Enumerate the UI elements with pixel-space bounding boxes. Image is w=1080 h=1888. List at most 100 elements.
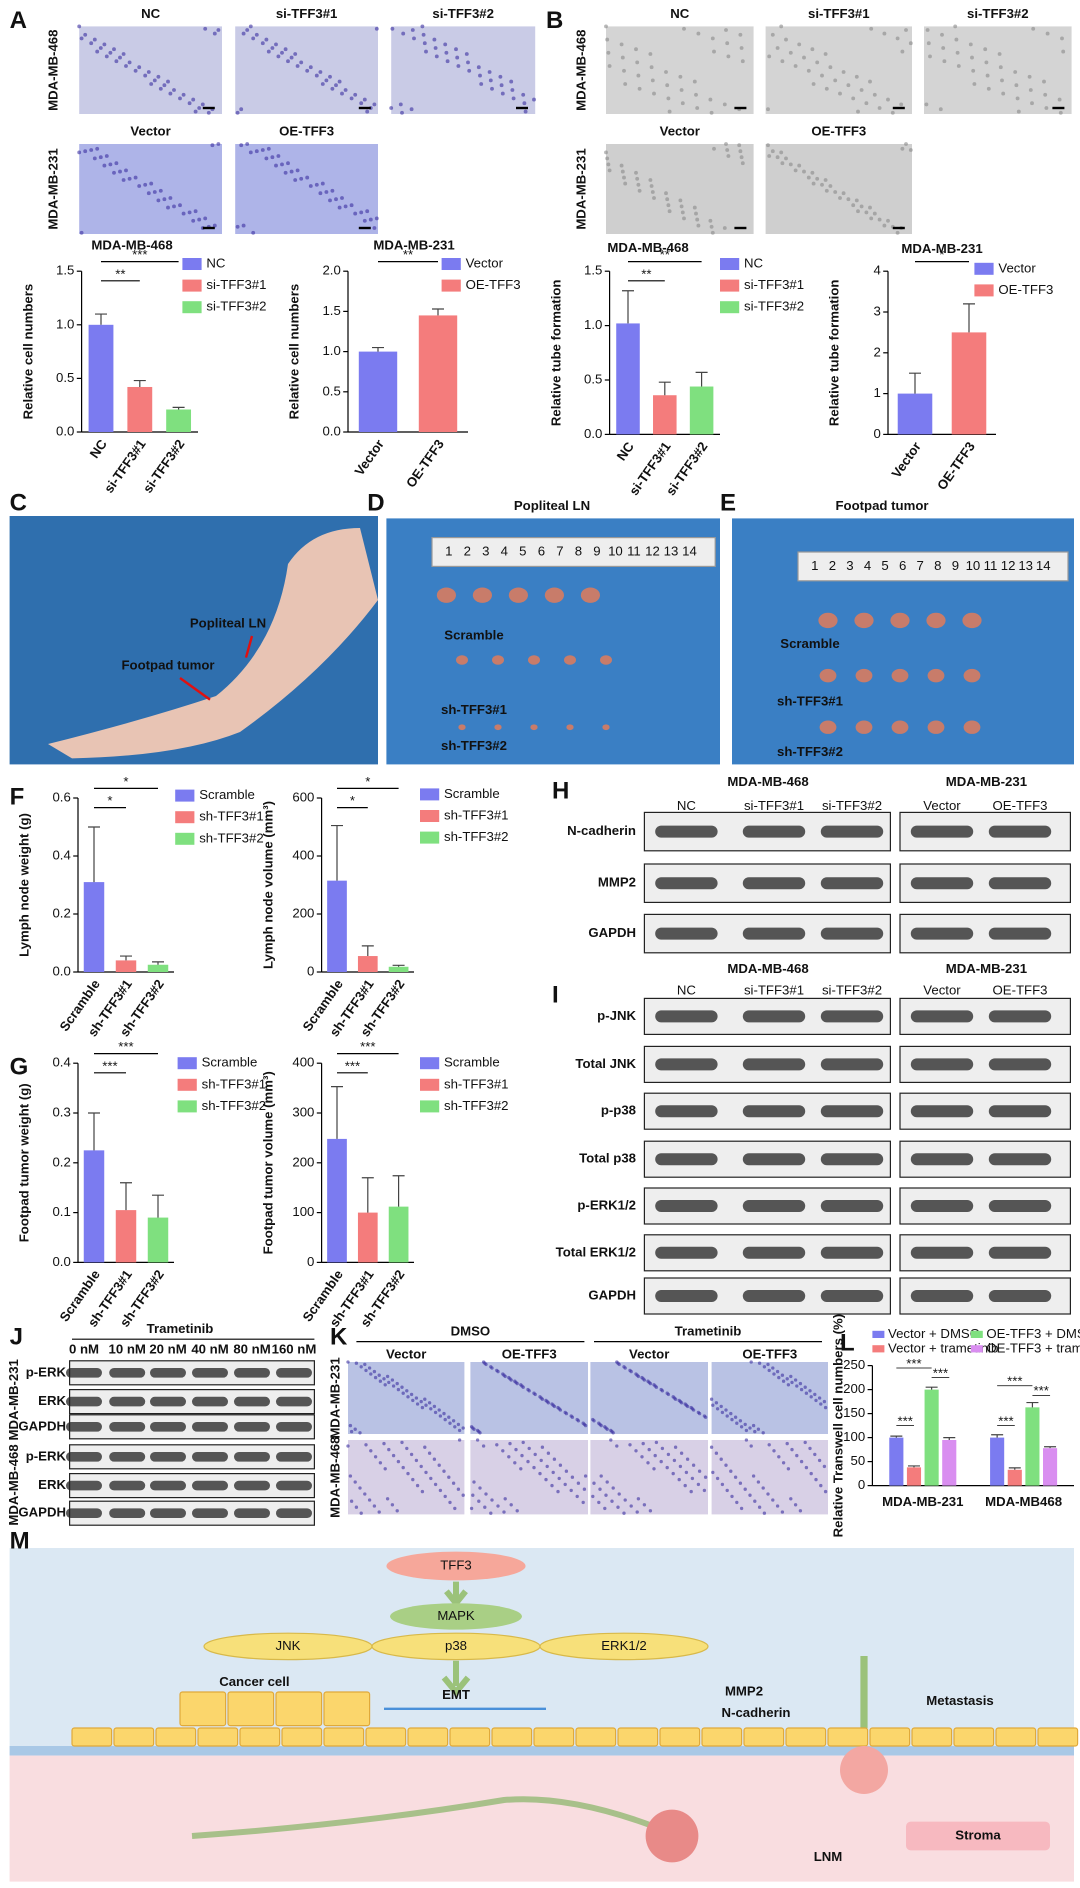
texture <box>985 73 990 78</box>
texture <box>724 1408 728 1412</box>
significance-label: * <box>107 793 112 808</box>
texture <box>710 36 715 41</box>
band <box>655 927 718 940</box>
texture <box>203 216 208 221</box>
texture <box>809 1471 813 1476</box>
row-label: sh-TFF3#1 <box>441 702 507 717</box>
texture <box>118 169 122 174</box>
texture <box>772 1449 776 1453</box>
texture <box>489 1511 493 1515</box>
texture <box>679 1401 684 1405</box>
panel-letter: C <box>10 489 27 516</box>
legend-swatch <box>420 810 440 823</box>
y-axis-label: Footpad tumor weight (g) <box>17 1083 32 1242</box>
lane-label: 20 nM <box>149 1341 186 1356</box>
texture <box>434 54 439 59</box>
texture <box>390 1378 395 1382</box>
band <box>276 1452 312 1462</box>
texture <box>940 32 944 37</box>
texture <box>725 148 730 152</box>
significance-label: *** <box>906 1356 921 1371</box>
texture <box>385 1497 390 1501</box>
y-tick-label: 0.5 <box>56 370 74 385</box>
texture <box>733 1415 738 1419</box>
x-tick-label: NC <box>87 436 110 461</box>
band <box>150 1368 186 1378</box>
texture <box>733 1475 738 1479</box>
panel-letter: G <box>10 1053 29 1080</box>
arrow <box>179 677 211 701</box>
legend-swatch <box>177 1057 197 1070</box>
texture <box>359 101 364 106</box>
texture <box>660 1389 665 1393</box>
scale-bar <box>202 226 215 230</box>
specimen <box>890 612 910 629</box>
texture <box>538 1471 542 1476</box>
band <box>988 877 1052 890</box>
texture <box>149 181 154 186</box>
specimen <box>544 587 564 603</box>
texture <box>637 86 642 91</box>
bar <box>689 386 714 435</box>
texture <box>398 102 403 107</box>
texture <box>647 1447 651 1452</box>
cell <box>113 1727 155 1747</box>
texture <box>369 1372 373 1376</box>
texture <box>622 68 626 73</box>
texture <box>823 1489 828 1494</box>
texture <box>711 1403 715 1407</box>
texture <box>780 59 785 64</box>
texture <box>373 1375 378 1380</box>
texture <box>1060 36 1064 41</box>
y-axis-label: Relative cell numbers <box>20 284 35 420</box>
texture <box>785 1377 789 1381</box>
texture <box>308 184 313 188</box>
band <box>192 1508 228 1519</box>
legend-swatch <box>420 831 440 844</box>
blot-row-label: GAPDH <box>588 925 636 940</box>
texture <box>245 28 250 32</box>
scale-bar <box>202 106 215 110</box>
texture <box>599 1423 603 1428</box>
x-tick-label: OE-TFF3 <box>403 437 447 491</box>
texture <box>320 181 325 186</box>
specimen <box>530 724 538 731</box>
texture <box>696 31 701 36</box>
texture <box>722 102 727 107</box>
texture <box>1028 88 1033 92</box>
texture <box>781 1461 786 1465</box>
texture <box>702 1488 707 1493</box>
column-label: OE-TFF3 <box>742 1346 797 1361</box>
band <box>820 1290 884 1303</box>
texture <box>761 1431 765 1435</box>
texture <box>432 1404 437 1409</box>
texture <box>828 65 833 70</box>
texture <box>775 1369 780 1374</box>
texture <box>785 1441 789 1446</box>
texture <box>523 109 528 114</box>
texture <box>941 46 946 50</box>
bar <box>115 960 137 973</box>
texture <box>374 26 379 31</box>
texture <box>158 188 163 193</box>
texture <box>507 1455 511 1459</box>
texture <box>235 224 240 229</box>
chart-title: MDA-MB-468 <box>91 237 172 252</box>
specimen <box>566 724 574 731</box>
texture <box>767 54 772 59</box>
ruler-number: 12 <box>1001 558 1016 573</box>
texture <box>623 1498 627 1502</box>
texture <box>738 1419 743 1423</box>
texture <box>895 230 900 235</box>
texture <box>679 204 684 209</box>
texture <box>472 1427 476 1431</box>
texture <box>438 1488 443 1493</box>
texture <box>859 88 864 92</box>
y-tick-label: 600 <box>292 789 314 804</box>
texture <box>822 1399 827 1404</box>
texture <box>775 46 780 50</box>
texture <box>513 1461 517 1465</box>
lane-label: 0 nM <box>69 1341 99 1356</box>
texture <box>346 1360 350 1364</box>
texture <box>619 163 624 168</box>
